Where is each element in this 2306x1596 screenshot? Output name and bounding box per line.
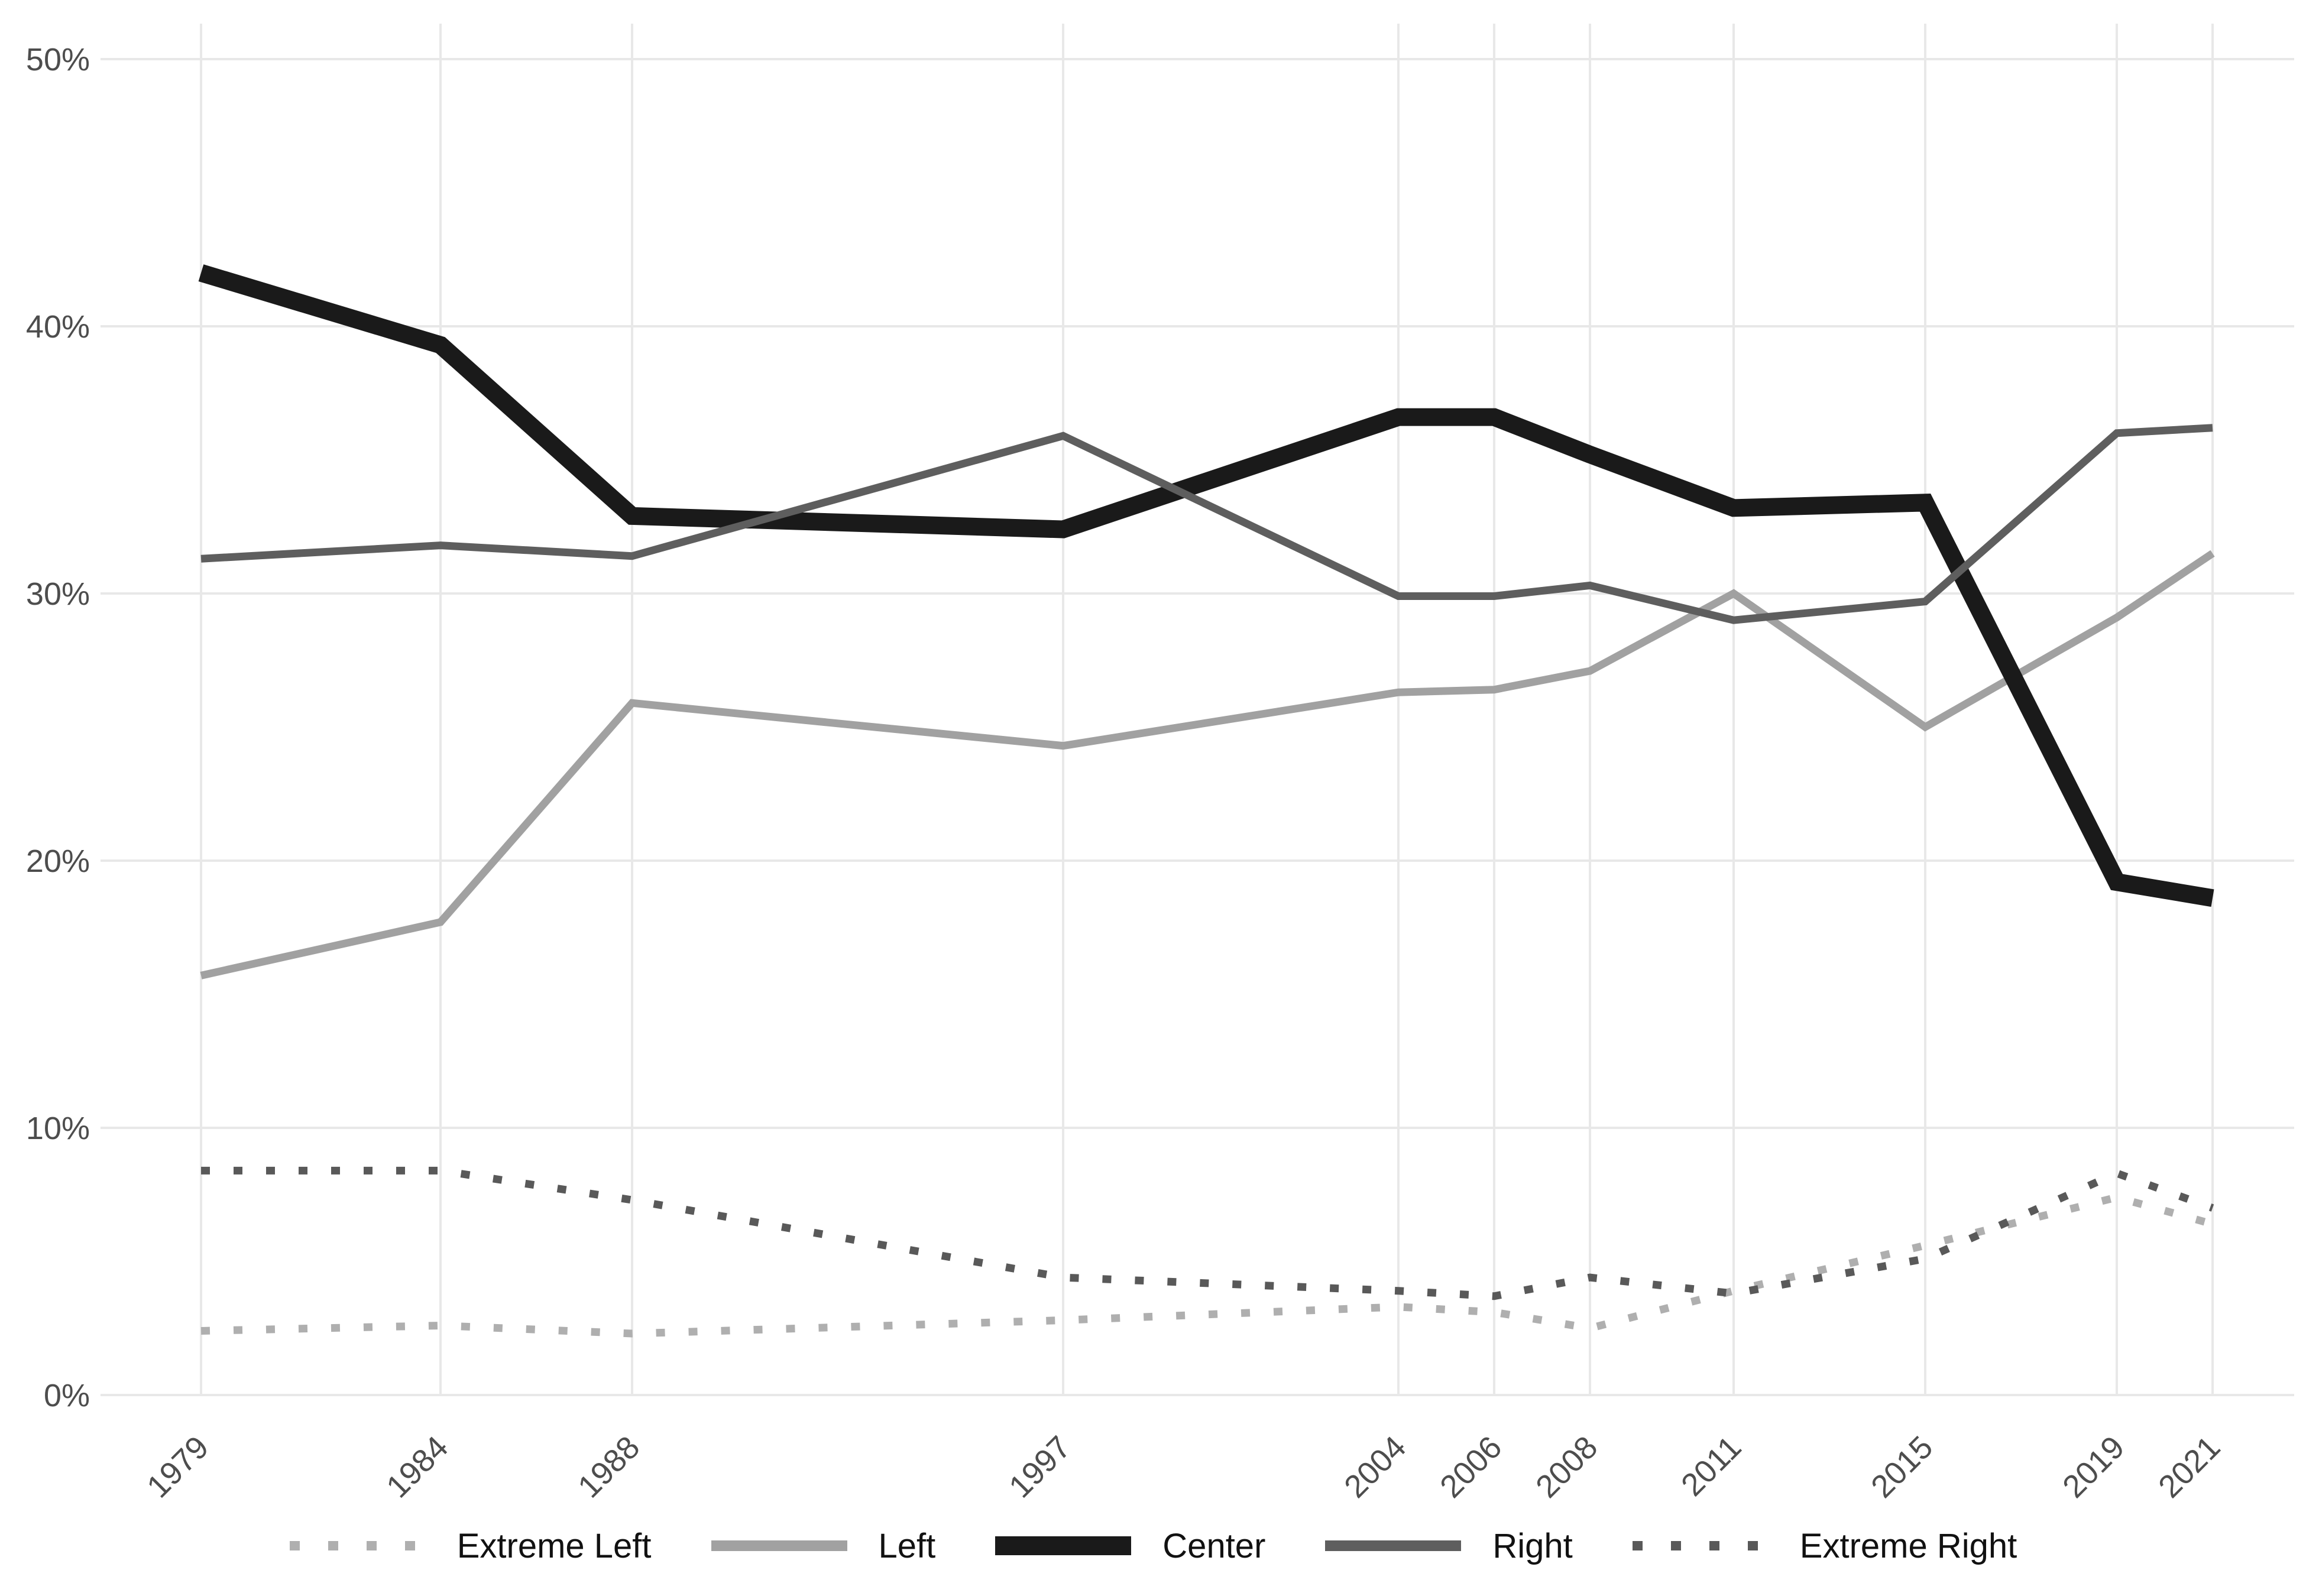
right-solid-line-icon — [1325, 1540, 1462, 1551]
center-solid-line-icon — [995, 1536, 1132, 1555]
x-axis-tick-label: 2008 — [1529, 1429, 1604, 1504]
legend-label: Extreme Right — [1799, 1526, 2017, 1565]
x-axis-tick-label: 2021 — [2152, 1429, 2227, 1504]
left-solid-line-icon — [711, 1540, 847, 1551]
legend-label: Extreme Left — [456, 1526, 652, 1565]
x-axis-tick-label: 1997 — [1002, 1429, 1077, 1504]
y-axis-tick-label: 20% — [26, 844, 90, 879]
legend-item-extreme-right: Extreme Right — [1632, 1526, 2017, 1566]
series-line-left — [200, 550, 2215, 979]
x-axis-tick-label: 2019 — [2056, 1429, 2131, 1504]
x-axis-tick-label: 2015 — [1864, 1429, 1939, 1504]
line-chart: 0% 10% 20% 30% 40% 50% 1979 1984 1988 1997 2004 200… — [26, 24, 2294, 1504]
y-axis-tick-label: 30% — [26, 576, 90, 612]
legend-label: Left — [878, 1526, 936, 1565]
x-axis-tick-label: 1979 — [140, 1429, 215, 1504]
y-axis-tick-label: 50% — [26, 42, 90, 77]
legend-label: Right — [1492, 1526, 1573, 1565]
series-line-right — [200, 424, 2213, 624]
legend-label: Center — [1162, 1526, 1266, 1565]
legend: Extreme Left Left Center Right Extreme R… — [0, 1513, 2306, 1578]
extreme-left-dotted-line-icon — [289, 1541, 426, 1550]
series-line-extreme-right — [201, 1166, 2214, 1300]
y-axis-tick-label: 40% — [26, 309, 90, 345]
y-axis-tick-label: 10% — [26, 1111, 90, 1146]
x-axis-tick-label: 2006 — [1433, 1429, 1508, 1504]
x-axis-tick-label: 2011 — [1675, 1429, 1748, 1503]
x-axis-tick-label: 2004 — [1337, 1429, 1413, 1504]
series-line-center — [198, 264, 2214, 907]
legend-item-center: Center — [995, 1526, 1265, 1566]
x-axis-tick-label: 1988 — [571, 1429, 646, 1504]
y-axis-tick-label: 0% — [44, 1378, 90, 1413]
legend-item-left: Left — [711, 1526, 936, 1566]
legend-item-right: Right — [1324, 1526, 1573, 1566]
x-axis-tick-label: 1984 — [380, 1429, 455, 1504]
legend-item-extreme-left: Extreme Left — [289, 1526, 652, 1566]
extreme-right-dotted-line-icon — [1632, 1541, 1769, 1550]
series-line-extreme-left — [200, 1193, 2214, 1338]
